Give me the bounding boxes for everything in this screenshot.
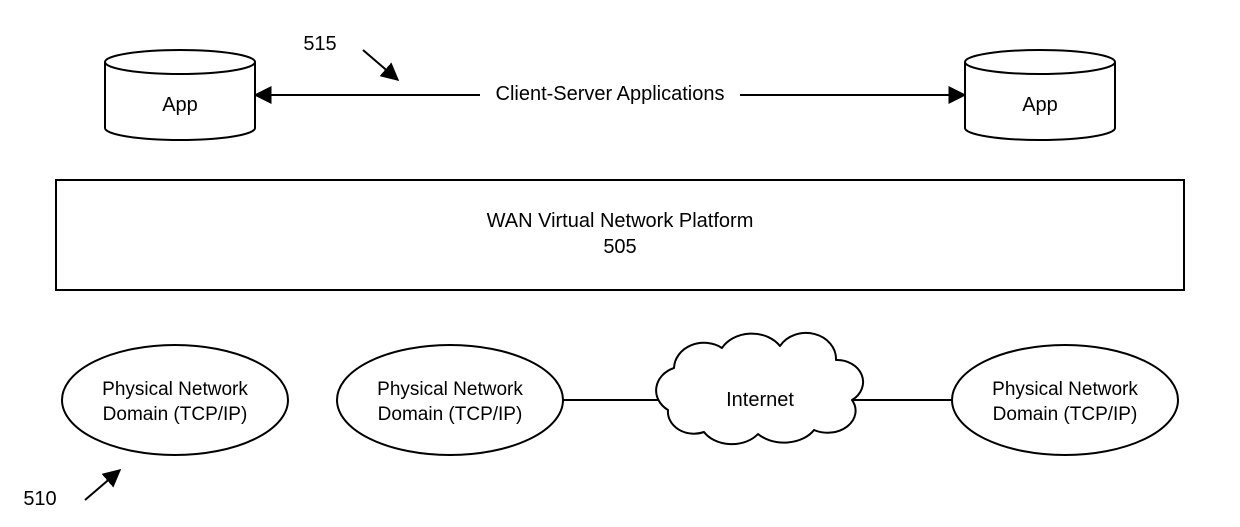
pnd3-label2: Domain (TCP/IP) [993, 404, 1138, 425]
platform-label2: 505 [603, 236, 636, 258]
pnd3-label1: Physical Network [992, 379, 1138, 400]
internet: Internet [656, 333, 863, 444]
ref_510-label: 510 [23, 488, 56, 510]
pnd3: Physical Network Domain (TCP/IP) [952, 345, 1178, 455]
csa_label: Client-Server Applications [496, 83, 725, 105]
platform-label1: WAN Virtual Network Platform [487, 210, 754, 232]
internet-label: Internet [726, 389, 794, 411]
pnd2-label2: Domain (TCP/IP) [378, 404, 523, 425]
diagram-canvas: App App Client-Server Applications 515 WAN V… [0, 0, 1240, 527]
platform: WAN Virtual Network Platform 505 [56, 180, 1184, 290]
app_right: App [965, 50, 1115, 140]
app_left: App [105, 50, 255, 140]
pnd1-label1: Physical Network [102, 379, 248, 400]
ref_510: 510 [23, 470, 120, 510]
app_right-label: App [1022, 94, 1058, 116]
pnd1: Physical Network Domain (TCP/IP) [62, 345, 288, 455]
ref_515: 515 [303, 33, 398, 80]
pnd2-label1: Physical Network [377, 379, 523, 400]
pnd2: Physical Network Domain (TCP/IP) [337, 345, 563, 455]
ref_515-label: 515 [303, 33, 336, 55]
pnd1-label2: Domain (TCP/IP) [103, 404, 248, 425]
app_left-label: App [162, 94, 198, 116]
